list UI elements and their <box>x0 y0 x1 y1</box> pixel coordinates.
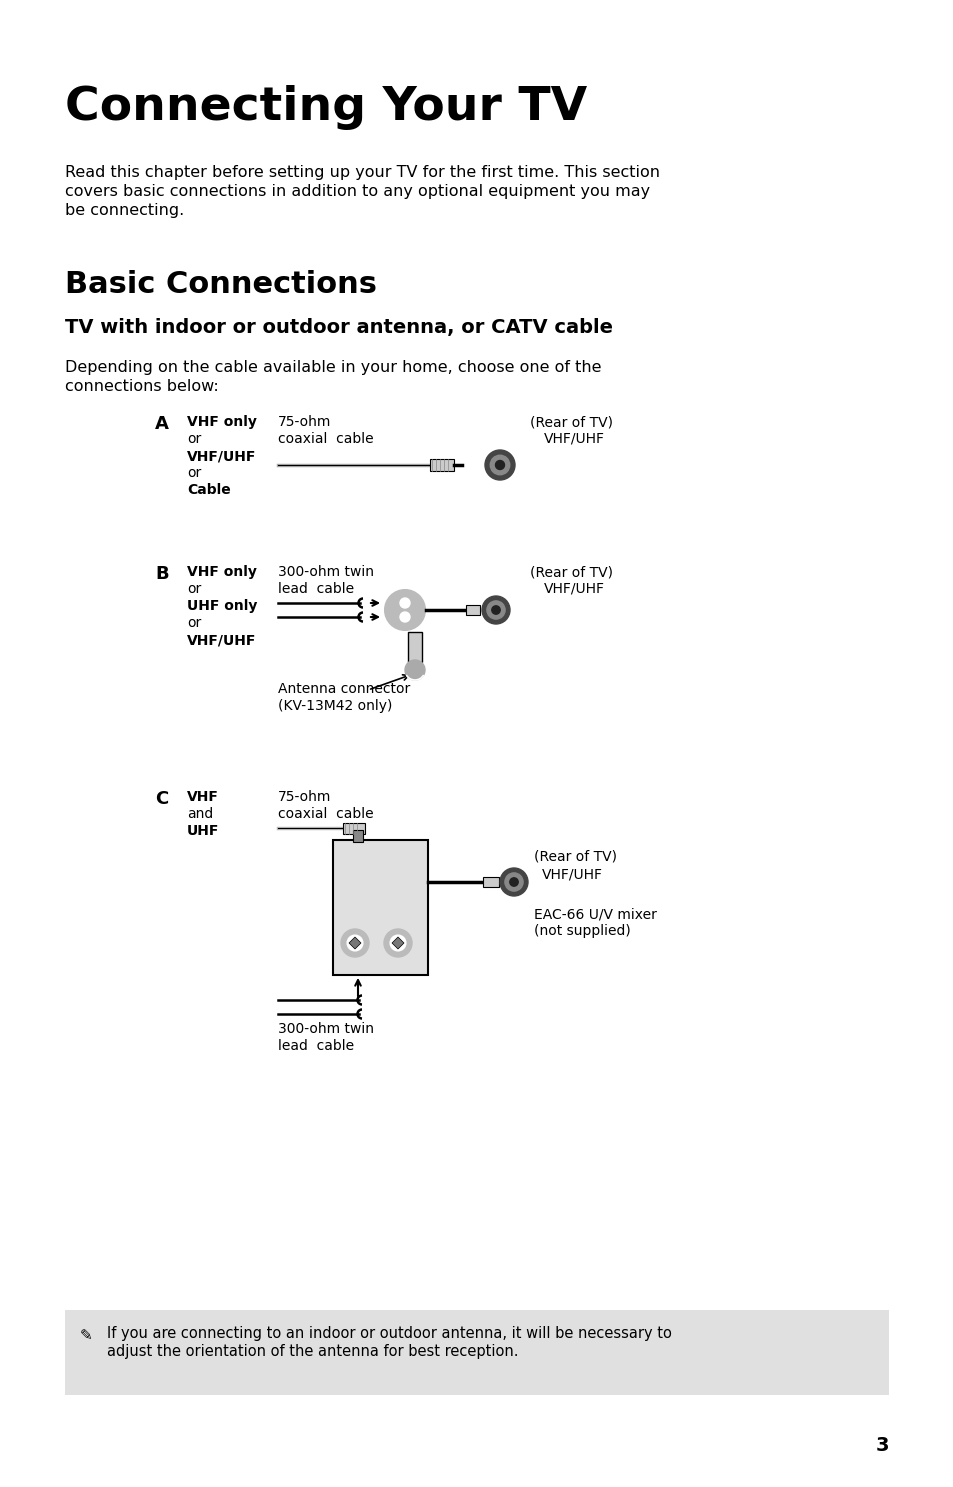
Bar <box>343 822 365 834</box>
Text: TV with indoor or outdoor antenna, or CATV cable: TV with indoor or outdoor antenna, or CA… <box>65 318 613 338</box>
Text: and: and <box>187 807 213 821</box>
Circle shape <box>347 935 363 952</box>
Bar <box>333 840 428 975</box>
Text: or: or <box>187 433 201 446</box>
Text: VHF/UHF: VHF/UHF <box>543 581 604 596</box>
Circle shape <box>385 590 424 630</box>
Text: Basic Connections: Basic Connections <box>65 271 376 299</box>
Circle shape <box>390 935 406 952</box>
Text: VHF/UHF: VHF/UHF <box>543 433 604 446</box>
Text: VHF/UHF: VHF/UHF <box>187 633 256 647</box>
Text: 3: 3 <box>875 1436 888 1454</box>
Text: 75-ohm: 75-ohm <box>277 415 331 430</box>
Bar <box>465 605 479 616</box>
Circle shape <box>384 929 412 958</box>
Text: UHF: UHF <box>187 824 219 839</box>
Polygon shape <box>349 937 360 949</box>
Text: ✎: ✎ <box>80 1328 92 1343</box>
Circle shape <box>486 601 504 619</box>
Text: C: C <box>154 790 168 807</box>
Circle shape <box>484 451 515 480</box>
Text: VHF only: VHF only <box>187 565 256 578</box>
Circle shape <box>492 605 499 614</box>
Text: VHF: VHF <box>187 790 218 804</box>
Text: lead  cable: lead cable <box>277 1039 354 1053</box>
Bar <box>482 877 498 888</box>
Circle shape <box>509 877 517 886</box>
Bar <box>408 632 421 662</box>
Circle shape <box>495 461 504 470</box>
Bar <box>65 1310 888 1395</box>
Text: B: B <box>154 565 169 583</box>
Text: adjust the orientation of the antenna for best reception.: adjust the orientation of the antenna fo… <box>107 1344 518 1359</box>
Text: covers basic connections in addition to any optional equipment you may: covers basic connections in addition to … <box>65 184 649 199</box>
Text: or: or <box>187 616 201 630</box>
Text: VHF only: VHF only <box>187 415 256 430</box>
Text: VHF/UHF: VHF/UHF <box>187 449 256 462</box>
Text: Cable: Cable <box>187 483 231 497</box>
Text: (Rear of TV): (Rear of TV) <box>530 565 613 578</box>
Circle shape <box>481 596 510 625</box>
Text: 300-ohm twin: 300-ohm twin <box>277 565 374 578</box>
Text: lead  cable: lead cable <box>277 581 354 596</box>
Text: If you are connecting to an indoor or outdoor antenna, it will be necessary to: If you are connecting to an indoor or ou… <box>107 1326 671 1341</box>
Circle shape <box>405 660 424 680</box>
Text: be connecting.: be connecting. <box>65 204 184 219</box>
Text: 75-ohm: 75-ohm <box>277 790 331 804</box>
Text: or: or <box>187 581 201 596</box>
Text: coaxial  cable: coaxial cable <box>277 433 374 446</box>
Circle shape <box>490 455 509 474</box>
Text: connections below:: connections below: <box>65 379 218 394</box>
Text: A: A <box>154 415 169 433</box>
Text: Connecting Your TV: Connecting Your TV <box>65 85 587 129</box>
Text: UHF only: UHF only <box>187 599 257 613</box>
Text: VHF/UHF: VHF/UHF <box>541 867 602 880</box>
Polygon shape <box>392 937 403 949</box>
Text: (Rear of TV): (Rear of TV) <box>530 415 613 430</box>
Text: Read this chapter before setting up your TV for the first time. This section: Read this chapter before setting up your… <box>65 165 659 180</box>
Circle shape <box>499 868 527 897</box>
Circle shape <box>399 613 410 622</box>
Text: Antenna connector: Antenna connector <box>277 683 410 696</box>
Bar <box>353 830 363 842</box>
Text: 300-ohm twin: 300-ohm twin <box>277 1022 374 1036</box>
Text: (Rear of TV): (Rear of TV) <box>534 851 617 864</box>
Text: (KV-13M42 only): (KV-13M42 only) <box>277 699 392 712</box>
Text: coaxial  cable: coaxial cable <box>277 807 374 821</box>
Text: Depending on the cable available in your home, choose one of the: Depending on the cable available in your… <box>65 360 601 375</box>
Text: (not supplied): (not supplied) <box>534 923 630 938</box>
Text: or: or <box>187 465 201 480</box>
Circle shape <box>399 598 410 608</box>
Bar <box>430 459 454 471</box>
Text: EAC-66 U/V mixer: EAC-66 U/V mixer <box>534 907 657 920</box>
Circle shape <box>504 873 522 891</box>
Circle shape <box>340 929 369 958</box>
